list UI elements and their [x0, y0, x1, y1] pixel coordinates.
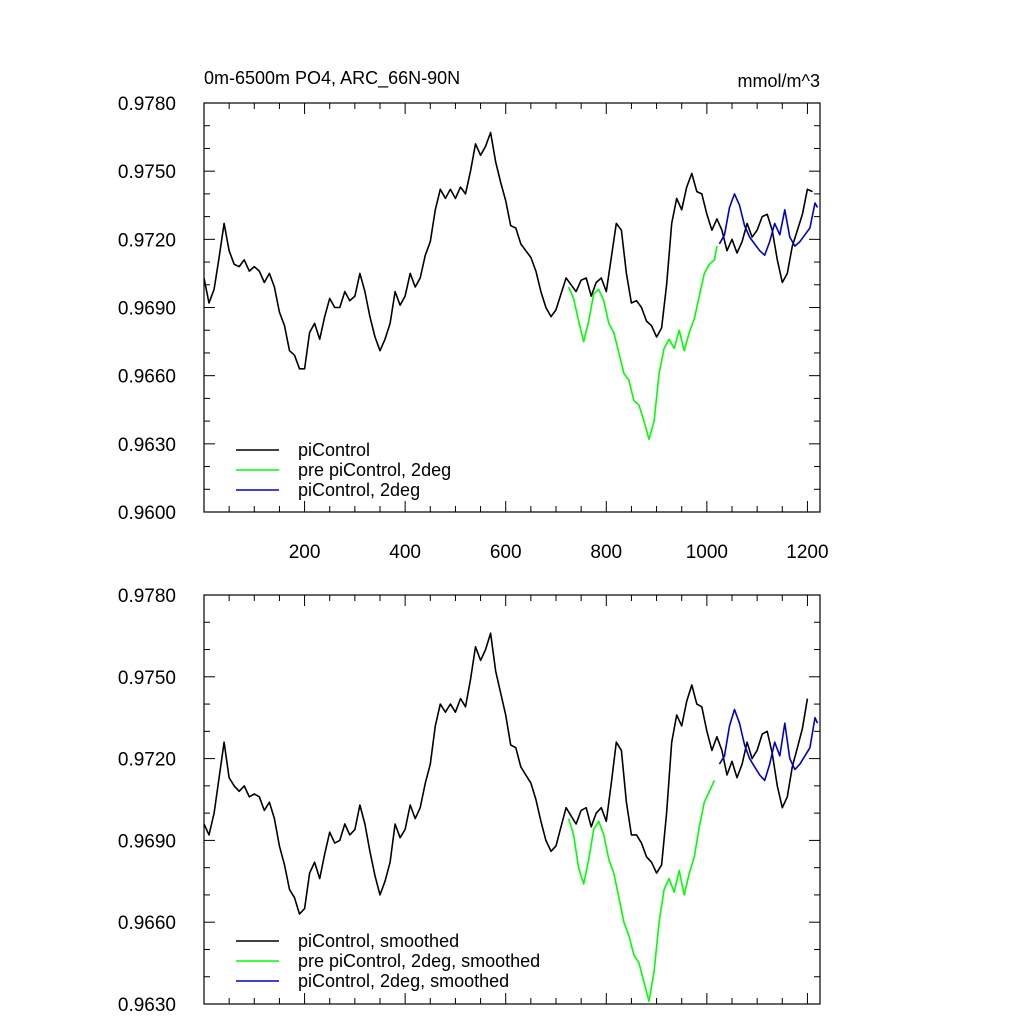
y-tick-label: 0.9660 [118, 913, 176, 934]
y-tick-label: 0.9690 [118, 831, 176, 852]
x-tick-label: 400 [389, 542, 421, 563]
x-tick-label: 200 [289, 542, 321, 563]
x-tick-label: 1000 [686, 542, 728, 563]
y-tick-label: 0.9630 [118, 435, 176, 456]
units-label: mmol/m^3 [738, 71, 820, 91]
legend-label: piControl [298, 440, 370, 460]
series-line-0 [204, 131, 813, 370]
y-tick-label: 0.9750 [118, 668, 176, 689]
legend-label: piControl, 2deg [298, 480, 420, 500]
y-tick-label: 0.9630 [118, 995, 176, 1016]
series-line-1 [567, 780, 716, 1003]
series-line-1 [567, 245, 718, 441]
x-tick-label: 600 [490, 542, 522, 563]
legend-label: pre piControl, 2deg [298, 460, 451, 480]
top-plot-frame [203, 102, 821, 513]
bottom-panel: 0.9630 0.9660 0.9690 0.9720 0.9750 0.9780 piCo… [118, 586, 820, 1016]
y-tick-label: 0.9780 [118, 586, 176, 607]
chart-title: 0m-6500m PO4, ARC_66N-90N [204, 68, 460, 89]
y-tick-label: 0.9600 [118, 503, 176, 524]
y-tick-label: 0.9660 [118, 367, 176, 388]
series-line-2 [718, 708, 819, 782]
y-tick-label: 0.9720 [118, 750, 176, 771]
x-tick-label: 1200 [786, 542, 828, 563]
legend-label: pre piControl, 2deg, smoothed [298, 951, 540, 971]
y-tick-label: 0.9750 [118, 162, 176, 183]
y-tick-label: 0.9690 [118, 299, 176, 320]
x-tick-label: 800 [590, 542, 622, 563]
bottom-plot-frame [203, 594, 821, 1005]
series-line-0 [204, 632, 809, 915]
y-tick-label: 0.9780 [118, 94, 176, 115]
legend-label: piControl, smoothed [298, 931, 459, 951]
legend-label: piControl, 2deg, smoothed [298, 971, 509, 991]
y-tick-label: 0.9720 [118, 230, 176, 251]
top-panel: 0.9600 0.9630 0.9660 0.9690 0.9720 0.9750 0.97… [118, 94, 829, 563]
series-line-2 [718, 193, 819, 256]
